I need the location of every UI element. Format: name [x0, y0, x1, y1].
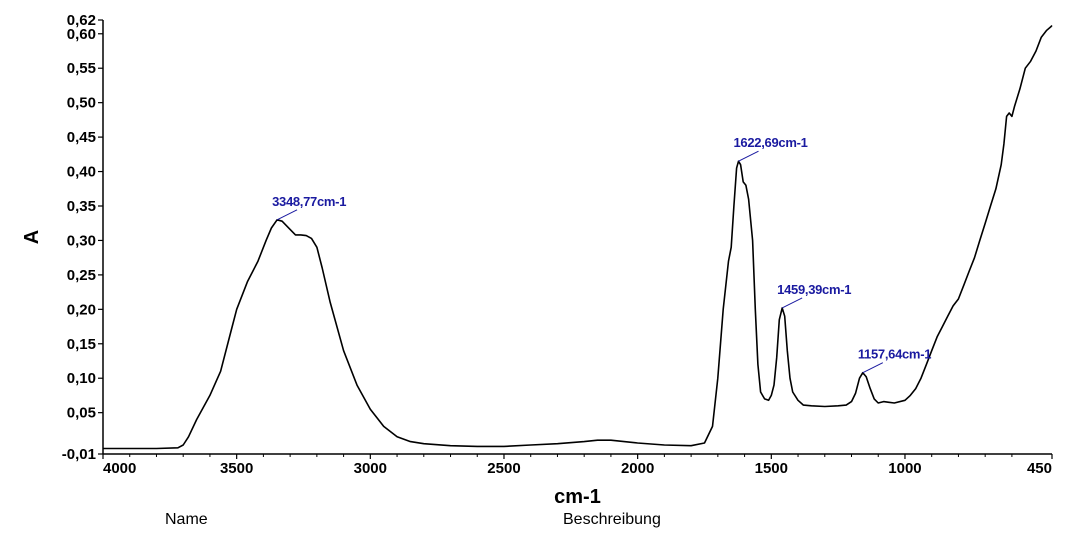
spectrum-line: [103, 24, 1053, 450]
y-tick-label: 0,45: [67, 129, 96, 146]
y-tick-label: 0,20: [67, 301, 96, 318]
x-tick-label: 2500: [487, 460, 520, 477]
peak-label: 1157,64cm-1: [858, 347, 931, 362]
y-tick-label: 0,40: [67, 164, 96, 181]
y-tick-label: 0,25: [67, 267, 96, 284]
x-axis-title: cm-1: [554, 486, 601, 508]
y-tick-label: 0,30: [67, 232, 96, 249]
peak-leader-line: [862, 362, 884, 374]
y-axis-title: A: [21, 230, 43, 244]
peak-leader-line: [276, 209, 298, 221]
peak-annotations: 3348,77cm-1 1622,69cm-1 1459,39cm-1 1157,64…: [272, 135, 932, 374]
peak-label: 3348,77cm-1: [272, 194, 346, 209]
y-tick-label: 0,55: [67, 60, 96, 77]
peak-label: 1622,69cm-1: [734, 135, 808, 150]
peak-leader-line: [781, 297, 803, 309]
description-label: Beschreibung: [563, 511, 661, 528]
x-tick-label: 4000: [103, 460, 136, 477]
x-tick-label: 450: [1027, 460, 1052, 477]
x-tick-label: 1000: [888, 460, 921, 477]
y-tick-label: 0,35: [67, 198, 96, 215]
peak-label: 1459,39cm-1: [777, 282, 851, 297]
x-tick-label: 2000: [621, 460, 654, 477]
y-axis: -0,01 0,05 0,10 0,15 0,20 0,25 0,30 0,35 0,40 0,4…: [62, 12, 104, 463]
spectrum-series: [103, 24, 1053, 450]
peak-leader-line: [738, 150, 759, 162]
y-tick-label: 0,50: [67, 95, 96, 112]
x-tick-label: 3000: [354, 460, 387, 477]
x-axis: 4000 3500 3000 2500 2000 1500 1000 450: [102, 453, 1053, 477]
y-tick-label: 0,60: [67, 26, 96, 43]
x-tick-label: 3500: [220, 460, 253, 477]
x-tick-label: 1500: [755, 460, 788, 477]
y-tick-label: 0,05: [67, 405, 96, 422]
y-tick-label: 0,62: [67, 12, 96, 29]
y-tick-label: -0,01: [62, 446, 96, 463]
y-tick-label: 0,15: [67, 336, 96, 353]
name-label: Name: [165, 511, 208, 528]
y-tick-label: 0,10: [67, 370, 96, 387]
